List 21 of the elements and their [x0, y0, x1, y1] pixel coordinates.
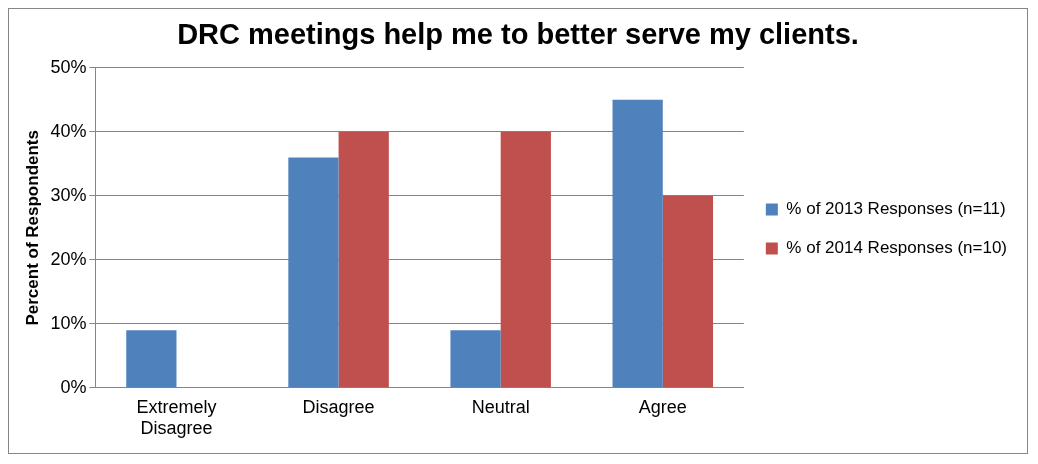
x-tick-label: Agree: [638, 396, 687, 417]
x-tick-label: Extremely Disagree: [136, 396, 217, 439]
bar: [500, 131, 551, 388]
y-axis-title: Percent of Respondents: [22, 130, 42, 326]
y-tick-label: 40%: [50, 120, 87, 141]
legend-label: % of 2014 Responses (n=10): [786, 238, 1007, 258]
y-tick-label: 0%: [60, 376, 87, 397]
y-tick-label: 20%: [50, 248, 87, 269]
x-tick-label: Neutral: [471, 396, 530, 417]
bar: [662, 195, 714, 388]
y-tick-label: 10%: [50, 312, 87, 333]
y-tick-label: 50%: [50, 56, 87, 77]
legend-label: % of 2013 Responses (n=11): [786, 199, 1006, 219]
bar: [126, 330, 177, 388]
chart-title: DRC meetings help me to better serve my clients.: [177, 18, 859, 51]
y-tick-label: 30%: [50, 184, 87, 205]
bar: [612, 99, 663, 388]
bar: [288, 157, 339, 388]
bar: [338, 131, 389, 388]
bar: [450, 330, 501, 388]
x-tick-label: Disagree: [302, 396, 375, 417]
